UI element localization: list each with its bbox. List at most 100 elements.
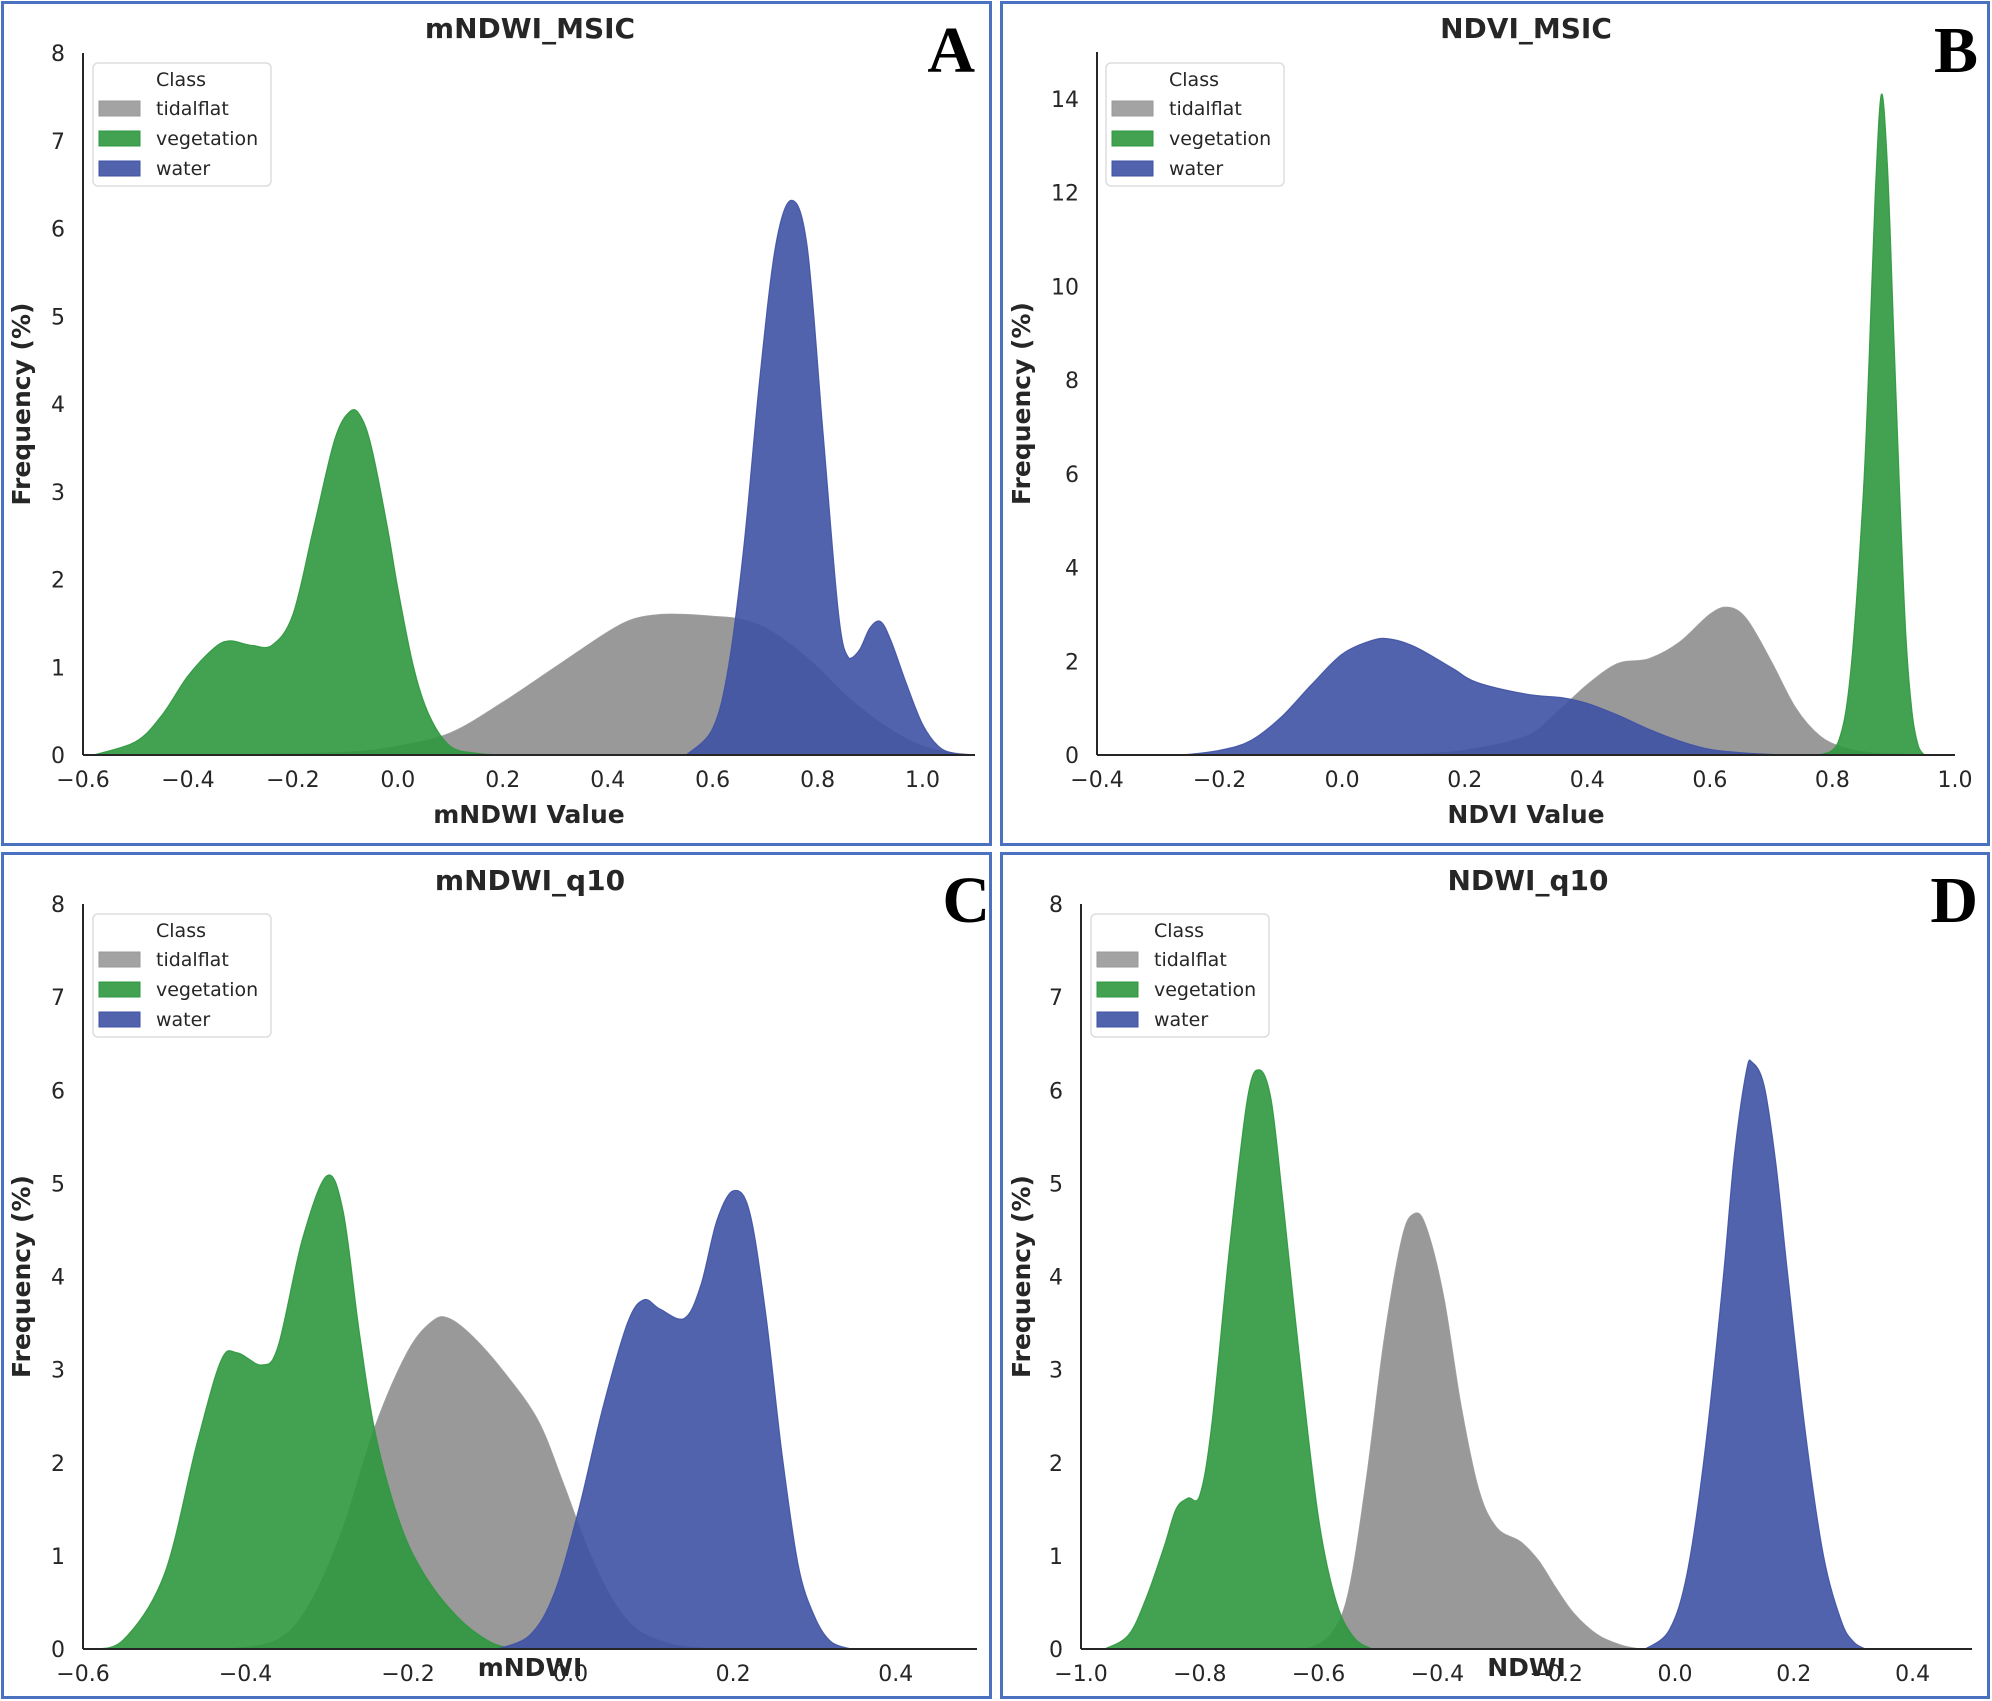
- legend-label-tidalflat: tidalflat: [156, 98, 229, 120]
- x-tick-label: −0.4: [1070, 768, 1123, 793]
- legend: Class tidalflat vegetation water: [1105, 62, 1285, 187]
- y-tick-label: 12: [1051, 182, 1079, 207]
- legend-label-tidalflat: tidalflat: [1169, 98, 1242, 120]
- panel-letter: B: [1934, 14, 1978, 87]
- x-tick-label: 0.4: [590, 768, 625, 793]
- legend-title: Class: [1154, 920, 1204, 942]
- x-tick-label: 0.0: [553, 1662, 588, 1687]
- legend-label-water: water: [156, 1009, 210, 1031]
- y-tick-label: 0: [51, 1638, 65, 1663]
- legend-label-vegetation: vegetation: [1154, 979, 1256, 1001]
- y-tick-label: 8: [51, 893, 65, 918]
- y-tick-label: 3: [51, 1359, 65, 1384]
- y-tick-label: 14: [1051, 88, 1079, 113]
- chart-title: mNDWI_MSIC: [425, 12, 635, 45]
- y-tick-label: 4: [51, 393, 65, 418]
- y-axis-label: Frequency (%): [1007, 1175, 1036, 1378]
- legend-label-water: water: [156, 158, 210, 180]
- panel-a-chart: −0.6 −0.4 −0.2 0.0 0.2 0.4 0.6 0.8 1.0 0 1 2 3 4 5 6 7 8 m…: [7, 12, 975, 829]
- legend-label-tidalflat: tidalflat: [156, 949, 229, 971]
- chart-title: mNDWI_q10: [435, 864, 625, 897]
- y-tick-label: 7: [51, 130, 65, 155]
- y-tick-label: 3: [1049, 1359, 1063, 1384]
- legend-label-vegetation: vegetation: [1169, 128, 1271, 150]
- y-tick-label: 6: [51, 1079, 65, 1104]
- legend-label-water: water: [1169, 158, 1223, 180]
- legend-label-tidalflat: tidalflat: [1154, 949, 1227, 971]
- x-axis-label: NDWI: [1487, 1653, 1566, 1682]
- x-axis-label: NDVI Value: [1447, 800, 1604, 829]
- density-area-vegetation: [93, 408, 503, 756]
- x-tick-label: 0.6: [695, 768, 730, 793]
- legend-label-vegetation: vegetation: [156, 128, 258, 150]
- legend-label-vegetation: vegetation: [156, 979, 258, 1001]
- x-tick-label: 0.0: [1325, 768, 1360, 793]
- x-tick-label: 0.0: [380, 768, 415, 793]
- x-tick-label: 0.2: [485, 768, 520, 793]
- panel-d-chart: −1.0 −0.8 −0.6 −0.4 −0.2 0.0 0.2 0.4 0 1 2 3 4 5 6 7 8 ND…: [1007, 864, 1978, 1687]
- density-area-vegetation: [1818, 93, 1926, 756]
- legend-swatch-vegetation: [1111, 130, 1154, 147]
- x-tick-label: 0.2: [1447, 768, 1482, 793]
- y-tick-label: 2: [51, 569, 65, 594]
- density-area-vegetation: [90, 1174, 514, 1650]
- y-tick-label: 0: [51, 744, 65, 769]
- legend-title: Class: [156, 69, 206, 91]
- x-tick-label: −0.6: [1292, 1662, 1345, 1687]
- y-tick-label: 0: [1049, 1638, 1063, 1663]
- legend-swatch-vegetation: [98, 981, 141, 998]
- y-axis-label: Frequency (%): [7, 1175, 36, 1378]
- legend-frame: [92, 62, 272, 187]
- density-area-water: [497, 1189, 852, 1650]
- y-tick-label: 6: [1065, 463, 1079, 488]
- y-tick-label: 1: [1049, 1545, 1063, 1570]
- y-tick-label: 0: [1065, 744, 1079, 769]
- y-tick-label: 3: [51, 481, 65, 506]
- legend-swatch-water: [1096, 1011, 1139, 1028]
- x-tick-label: −1.0: [1054, 1662, 1107, 1687]
- y-tick-label: 2: [1065, 650, 1079, 675]
- legend: Class tidalflat vegetation water: [1090, 913, 1270, 1038]
- legend-title: Class: [1169, 69, 1219, 91]
- y-tick-label: 8: [1065, 369, 1079, 394]
- legend: Class tidalflat vegetation water: [92, 913, 272, 1038]
- legend-title: Class: [156, 920, 206, 942]
- legend-label-water: water: [1154, 1009, 1208, 1031]
- x-tick-label: 0.6: [1692, 768, 1727, 793]
- density-area-water: [1643, 1059, 1868, 1650]
- y-axis-label: Frequency (%): [7, 303, 36, 506]
- chart-title: NDVI_MSIC: [1440, 12, 1612, 45]
- legend-swatch-tidalflat: [1111, 100, 1154, 117]
- x-tick-label: −0.2: [381, 1662, 434, 1687]
- panel-b-chart: −0.4 −0.2 0.0 0.2 0.4 0.6 0.8 1.0 0 2 4 6 8 10 12 14 NDV…: [1007, 12, 1978, 829]
- panel-letter: D: [1930, 864, 1978, 937]
- legend-swatch-vegetation: [1096, 981, 1139, 998]
- density-area-vegetation: [1102, 1069, 1375, 1650]
- x-axis-label: mNDWI: [478, 1653, 583, 1682]
- y-tick-label: 6: [1049, 1079, 1063, 1104]
- x-tick-label: 0.4: [1895, 1662, 1930, 1687]
- y-tick-label: 1: [51, 1545, 65, 1570]
- legend-swatch-tidalflat: [98, 951, 141, 968]
- y-tick-label: 6: [51, 218, 65, 243]
- legend-frame: [1090, 913, 1270, 1038]
- legend-frame: [92, 913, 272, 1038]
- y-tick-label: 5: [51, 1172, 65, 1197]
- legend-swatch-water: [1111, 160, 1154, 177]
- y-tick-label: 8: [51, 42, 65, 67]
- y-tick-label: 10: [1051, 275, 1079, 300]
- y-tick-label: 2: [1049, 1452, 1063, 1477]
- y-tick-label: 4: [1049, 1266, 1063, 1291]
- x-tick-label: 1.0: [905, 768, 940, 793]
- y-tick-label: 7: [1049, 986, 1063, 1011]
- density-area-tidalflat: [1304, 1212, 1640, 1650]
- x-tick-label: 0.8: [1815, 768, 1850, 793]
- legend-swatch-vegetation: [98, 130, 141, 147]
- chart-title: NDWI_q10: [1448, 864, 1609, 897]
- panel-letter: C: [942, 864, 990, 937]
- y-tick-label: 8: [1049, 893, 1063, 918]
- x-tick-label: 1.0: [1938, 768, 1973, 793]
- panel-c-chart: −0.6 −0.4 −0.2 0.0 0.2 0.4 0 1 2 3 4 5 6 7 8 mNDWI Frequ…: [7, 864, 990, 1687]
- y-tick-label: 5: [1049, 1172, 1063, 1197]
